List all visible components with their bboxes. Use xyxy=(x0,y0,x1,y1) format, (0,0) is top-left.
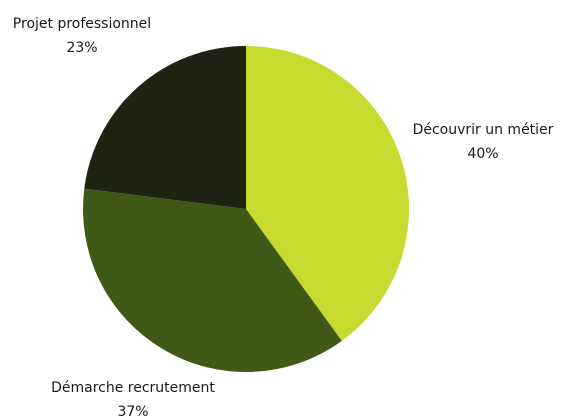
pie-slices xyxy=(83,46,410,372)
pie-slice-decouvrir-metier xyxy=(246,46,410,341)
slice-value-projet-professionnel: 23% xyxy=(66,40,97,56)
pie-labels: Découvrir un métier 40% Démarche recruteme… xyxy=(13,16,554,417)
pie-slice-projet-professionnel xyxy=(84,46,246,209)
pie-slice-demarche-recrutement xyxy=(83,188,342,372)
slice-value-decouvrir-metier: 40% xyxy=(467,146,498,162)
slice-value-demarche-recrutement: 37% xyxy=(117,404,148,417)
slice-label-projet-professionnel: Projet professionnel xyxy=(13,16,151,32)
slice-label-decouvrir-metier: Découvrir un métier xyxy=(413,122,554,138)
slice-label-demarche-recrutement: Démarche recrutement xyxy=(51,380,215,396)
